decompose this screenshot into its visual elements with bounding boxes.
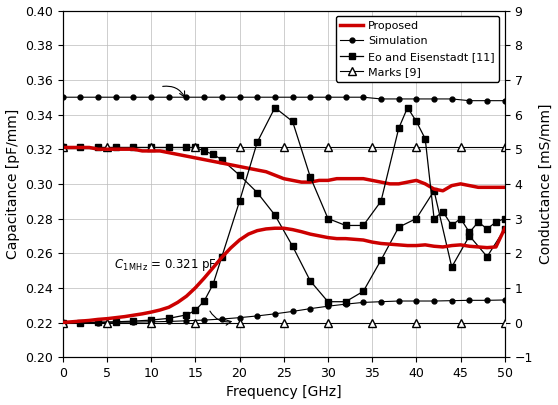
- Simulation: [342, 95, 349, 100]
- Simulation: [148, 95, 155, 100]
- Marks [9]: [104, 145, 110, 150]
- Simulation: [502, 98, 508, 103]
- Simulation: [77, 95, 84, 100]
- Eo and Eisenstadt [11]: [502, 226, 508, 231]
- Simulation: [183, 95, 190, 100]
- Eo and Eisenstadt [11]: [289, 244, 296, 249]
- Simulation: [466, 98, 473, 103]
- Simulation: [289, 95, 296, 100]
- Eo and Eisenstadt [11]: [413, 216, 420, 221]
- Simulation: [378, 96, 384, 101]
- Simulation: [484, 98, 490, 103]
- Eo and Eisenstadt [11]: [183, 145, 190, 150]
- Eo and Eisenstadt [11]: [254, 190, 261, 195]
- Marks [9]: [413, 145, 420, 150]
- Legend: Proposed, Simulation, Eo and Eisenstadt [11], Marks [9]: Proposed, Simulation, Eo and Eisenstadt …: [336, 16, 499, 82]
- Simulation: [413, 96, 420, 101]
- Simulation: [254, 95, 261, 100]
- Eo and Eisenstadt [11]: [95, 145, 102, 150]
- Marks [9]: [325, 145, 331, 150]
- Simulation: [325, 95, 331, 100]
- Simulation: [236, 95, 243, 100]
- Eo and Eisenstadt [11]: [192, 145, 199, 150]
- Line: Proposed: Proposed: [62, 147, 505, 191]
- Eo and Eisenstadt [11]: [77, 145, 84, 150]
- Simulation: [59, 95, 66, 100]
- Proposed: [351, 176, 358, 181]
- Proposed: [378, 180, 384, 185]
- Marks [9]: [369, 145, 376, 150]
- Proposed: [59, 145, 66, 150]
- Y-axis label: Capacitance [pF/mm]: Capacitance [pF/mm]: [6, 109, 20, 259]
- Eo and Eisenstadt [11]: [166, 145, 172, 150]
- Proposed: [440, 188, 446, 193]
- Simulation: [112, 95, 119, 100]
- Marks [9]: [236, 145, 243, 150]
- Eo and Eisenstadt [11]: [307, 279, 314, 284]
- Simulation: [360, 95, 367, 100]
- Simulation: [130, 95, 137, 100]
- Simulation: [396, 96, 402, 101]
- Eo and Eisenstadt [11]: [449, 264, 455, 269]
- Eo and Eisenstadt [11]: [272, 213, 278, 217]
- Proposed: [502, 185, 508, 190]
- Eo and Eisenstadt [11]: [378, 258, 384, 262]
- Simulation: [272, 95, 278, 100]
- Eo and Eisenstadt [11]: [210, 152, 217, 157]
- Eo and Eisenstadt [11]: [396, 225, 402, 230]
- Marks [9]: [502, 145, 508, 150]
- Simulation: [431, 96, 437, 101]
- Eo and Eisenstadt [11]: [360, 289, 367, 294]
- Marks [9]: [148, 145, 155, 150]
- Eo and Eisenstadt [11]: [466, 233, 473, 238]
- Proposed: [493, 185, 499, 190]
- Simulation: [449, 96, 455, 101]
- Y-axis label: Conductance [mS/mm]: Conductance [mS/mm]: [538, 104, 552, 264]
- Eo and Eisenstadt [11]: [112, 145, 119, 150]
- Line: Eo and Eisenstadt [11]: Eo and Eisenstadt [11]: [60, 144, 508, 305]
- Proposed: [157, 149, 163, 153]
- Simulation: [201, 95, 208, 100]
- Marks [9]: [59, 145, 66, 150]
- Eo and Eisenstadt [11]: [342, 299, 349, 304]
- Marks [9]: [457, 145, 464, 150]
- Eo and Eisenstadt [11]: [236, 173, 243, 178]
- Line: Marks [9]: Marks [9]: [59, 143, 509, 151]
- Eo and Eisenstadt [11]: [59, 145, 66, 150]
- Eo and Eisenstadt [11]: [325, 299, 331, 304]
- Eo and Eisenstadt [11]: [431, 188, 437, 193]
- Eo and Eisenstadt [11]: [219, 157, 225, 162]
- Text: $C_{1\,\mathrm{MHz}}$ = 0.321 pF: $C_{1\,\mathrm{MHz}}$ = 0.321 pF: [113, 257, 217, 273]
- Simulation: [95, 95, 102, 100]
- Line: Simulation: Simulation: [60, 95, 507, 103]
- Simulation: [219, 95, 225, 100]
- Marks [9]: [281, 145, 287, 150]
- X-axis label: Frequency [GHz]: Frequency [GHz]: [226, 386, 341, 399]
- Simulation: [307, 95, 314, 100]
- Eo and Eisenstadt [11]: [484, 254, 490, 259]
- Proposed: [201, 157, 208, 162]
- Marks [9]: [192, 145, 199, 150]
- Eo and Eisenstadt [11]: [201, 149, 208, 153]
- Eo and Eisenstadt [11]: [148, 145, 155, 150]
- Proposed: [192, 156, 199, 160]
- Simulation: [166, 95, 172, 100]
- Eo and Eisenstadt [11]: [130, 145, 137, 150]
